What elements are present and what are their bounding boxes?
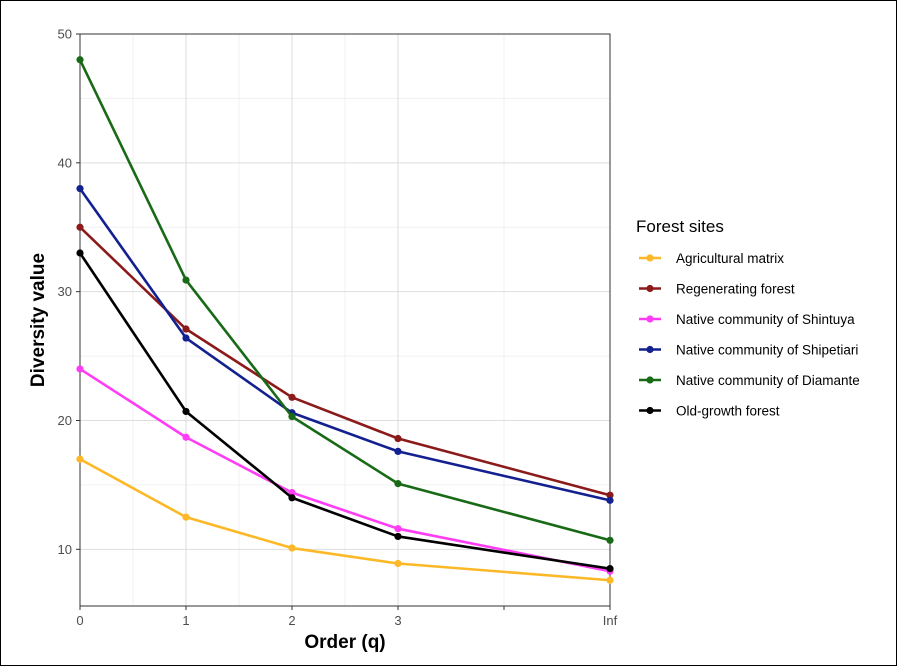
data-point <box>76 365 84 373</box>
legend: Forest sites Agricultural matrix Regenera… <box>636 217 860 419</box>
legend-entry-label: Native community of Diamante <box>676 373 860 388</box>
data-point <box>288 494 296 502</box>
data-point <box>182 334 190 342</box>
series-lines <box>76 56 614 584</box>
data-point <box>288 413 296 421</box>
y-tick-label: 50 <box>58 27 72 42</box>
y-tick-label: 40 <box>58 155 72 170</box>
data-point <box>182 276 190 284</box>
legend-title: Forest sites <box>636 217 724 236</box>
legend-key-point <box>646 315 654 323</box>
data-point <box>606 536 614 544</box>
legend-key-point <box>646 254 654 262</box>
legend-key-point <box>646 406 654 415</box>
y-tick-label: 10 <box>58 542 72 557</box>
y-axis-title: Diversity value <box>28 253 49 387</box>
data-point <box>76 184 84 193</box>
data-point <box>394 447 402 456</box>
legend-entry-label: Native community of Shintuya <box>676 312 855 327</box>
plot-panel <box>79 33 611 607</box>
data-point <box>288 393 296 401</box>
data-point <box>394 434 402 443</box>
legend-entry-label: Native community of Shipetiari <box>676 343 858 358</box>
data-point <box>182 407 190 416</box>
legend-entry-label: Agricultural matrix <box>676 251 784 266</box>
x-tick-label: 0 <box>76 613 83 628</box>
data-point <box>394 480 402 488</box>
x-axis-title: Order (q) <box>304 632 385 653</box>
legend-entry-label: Old-growth forest <box>676 404 780 419</box>
legend-key-point <box>646 284 654 293</box>
x-tick-label: Inf <box>603 613 618 628</box>
legend-key-point <box>646 345 654 354</box>
data-point <box>394 532 402 541</box>
data-point <box>182 433 190 441</box>
x-tick-label: 3 <box>394 613 401 628</box>
data-point <box>288 544 296 552</box>
x-tick-label: 2 <box>288 613 295 628</box>
data-point <box>76 249 84 257</box>
y-tick-label: 20 <box>58 413 72 428</box>
axes: 10 20 30 40 50 0 1 2 3 Inf <box>58 27 618 629</box>
data-point <box>394 559 402 568</box>
data-point <box>182 325 190 333</box>
legend-key-point <box>646 376 654 384</box>
y-tick-label: 30 <box>58 284 72 299</box>
data-point <box>76 455 84 463</box>
data-point <box>394 525 402 533</box>
legend-entry-label: Regenerating forest <box>676 282 795 297</box>
data-point <box>76 223 84 231</box>
data-point <box>76 56 84 64</box>
data-point <box>182 513 190 521</box>
data-point <box>606 496 614 504</box>
data-point <box>606 576 614 584</box>
data-point <box>606 491 614 499</box>
data-point <box>606 565 614 573</box>
x-tick-label: 1 <box>182 613 189 628</box>
data-point <box>288 489 296 497</box>
